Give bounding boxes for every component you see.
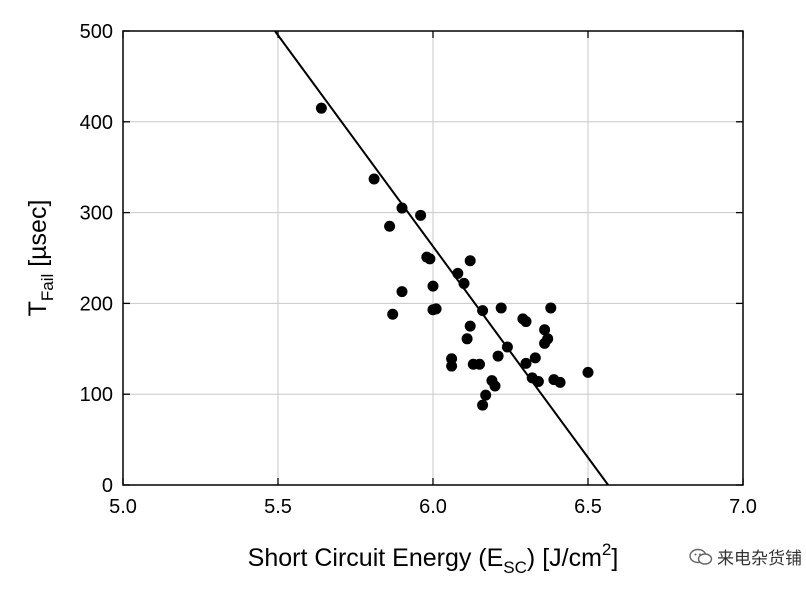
- y-tick-label: 400: [80, 112, 113, 134]
- y-tick-label: 100: [80, 384, 113, 406]
- data-point: [520, 357, 532, 369]
- data-point: [529, 352, 541, 364]
- wechat-icon: [689, 548, 713, 565]
- x-tick-labels: 5.0 5.5 6.0 6.5 7.0: [109, 496, 757, 518]
- x-tick-label: 6.0: [419, 496, 447, 518]
- data-point: [452, 267, 464, 279]
- grid: [123, 31, 743, 485]
- data-point: [492, 350, 504, 362]
- y-axis-title: TFail [µsec]: [24, 200, 57, 317]
- axis-ticks: [122, 30, 744, 486]
- data-point: [415, 209, 427, 221]
- data-point: [582, 366, 594, 378]
- data-point: [430, 303, 442, 315]
- data-point: [477, 399, 489, 411]
- fit-line-group: [274, 30, 609, 486]
- data-point: [458, 277, 470, 289]
- data-point: [501, 341, 513, 353]
- x-tick-label: 5.5: [264, 496, 292, 518]
- data-point: [554, 376, 566, 388]
- data-point: [387, 308, 399, 320]
- data-point: [384, 220, 396, 232]
- x-tick-label: 6.5: [574, 496, 602, 518]
- data-point: [396, 286, 408, 298]
- x-axis-title: Short Circuit Energy (ESC) [J/cm2]: [248, 540, 619, 577]
- x-tick-label: 5.0: [109, 496, 137, 518]
- data-point: [368, 173, 380, 185]
- y-tick-label: 200: [80, 293, 113, 315]
- data-point: [461, 333, 473, 345]
- y-tick-labels: 0 100 200 300 400 500: [80, 21, 113, 497]
- data-point: [446, 360, 458, 372]
- data-point: [480, 389, 492, 401]
- fit-line: [274, 30, 609, 486]
- data-point: [532, 375, 544, 387]
- data-point: [315, 102, 327, 114]
- data-point: [545, 302, 557, 314]
- watermark: 来电杂货铺: [689, 544, 802, 569]
- x-tick-label: 7.0: [729, 496, 757, 518]
- data-point: [464, 255, 476, 267]
- watermark-text: 来电杂货铺: [717, 549, 802, 569]
- data-point: [474, 358, 485, 370]
- data-point: [539, 324, 551, 336]
- data-point: [396, 202, 408, 214]
- data-point: [495, 302, 507, 314]
- data-point: [427, 280, 439, 292]
- data-point: [489, 380, 501, 392]
- data-point: [424, 253, 436, 265]
- data-point: [464, 320, 476, 332]
- y-tick-label: 0: [102, 475, 113, 497]
- data-point: [477, 305, 489, 317]
- data-points: [315, 102, 594, 411]
- data-point: [520, 316, 532, 328]
- y-tick-label: 300: [80, 203, 113, 225]
- y-tick-label: 500: [80, 21, 113, 43]
- data-point: [542, 333, 554, 345]
